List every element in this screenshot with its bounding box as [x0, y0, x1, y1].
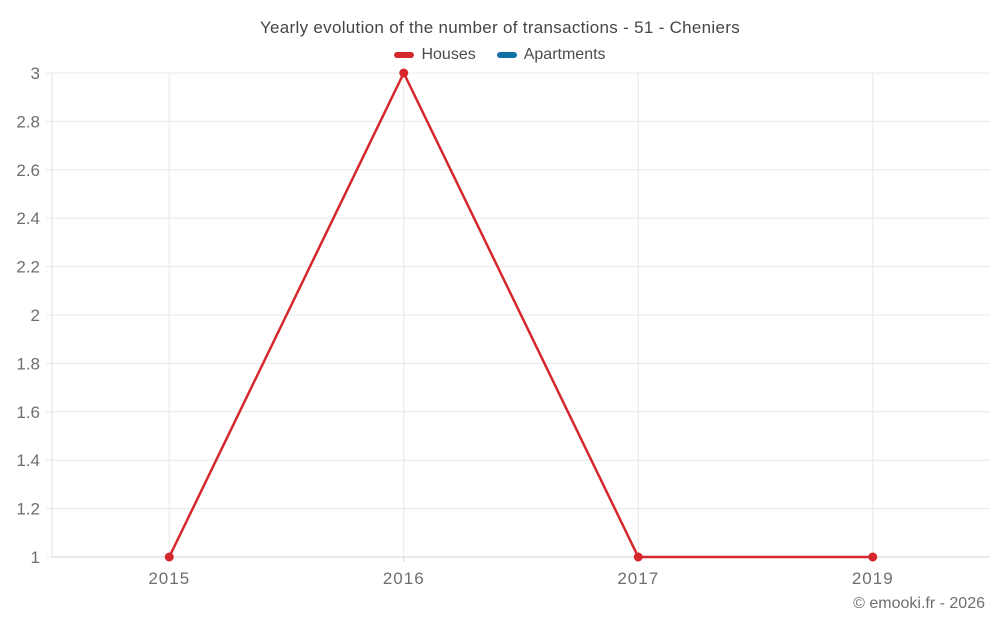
y-tick-label: 1.8: [16, 354, 40, 373]
legend-swatch-apartments: [496, 52, 517, 58]
legend-label-apartments: Apartments: [523, 46, 606, 63]
y-tick-label: 1: [31, 548, 40, 567]
series-line-houses: [168, 71, 874, 559]
data-point-houses-2016[interactable]: [399, 68, 409, 78]
legend: Houses Apartments: [0, 46, 1000, 64]
y-tick-label: 2.6: [16, 161, 40, 180]
y-tick-label: 2.2: [16, 258, 40, 277]
y-tick-label: 2: [31, 306, 40, 325]
data-point-houses-2019[interactable]: [868, 552, 878, 562]
y-tick-label: 1.2: [16, 500, 40, 519]
x-tick-label: 2019: [852, 569, 894, 588]
x-tick-label: 2017: [617, 569, 659, 588]
y-tick-label: 2.8: [16, 112, 40, 131]
watermark: © emooki.fr - 2026: [853, 595, 985, 612]
legend-item-apartments[interactable]: Apartments: [496, 46, 606, 64]
data-point-houses-2017[interactable]: [633, 552, 643, 562]
y-tick-label: 2.4: [16, 209, 40, 228]
x-tick-label: 2015: [148, 569, 190, 588]
legend-label-houses: Houses: [421, 46, 476, 63]
legend-swatch-houses: [394, 52, 415, 58]
y-tick-label: 3: [31, 64, 40, 83]
y-tick-label: 1.4: [16, 451, 40, 470]
data-point-houses-2015[interactable]: [164, 552, 174, 562]
x-tick-label: 2016: [383, 569, 425, 588]
legend-item-houses[interactable]: Houses: [394, 46, 476, 64]
y-tick-label: 1.6: [16, 403, 40, 422]
chart-title: Yearly evolution of the number of transa…: [259, 18, 741, 37]
